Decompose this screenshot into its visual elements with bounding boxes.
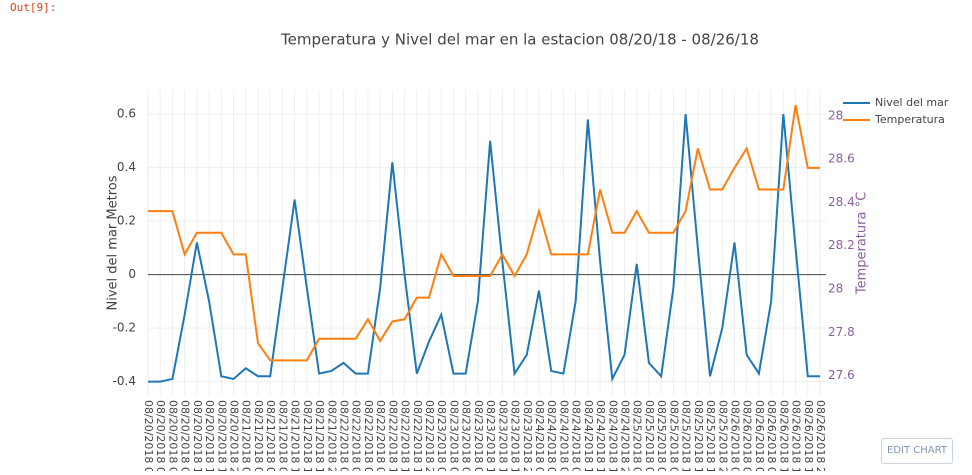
x-tick-label: 08/20/2018 18:00 (215, 400, 228, 471)
x-tick-label: 08/24/2018 00:00 (533, 400, 546, 471)
x-tick-label: 08/25/2018 00:00 (631, 400, 644, 471)
x-tick-label: 08/26/2018 15:00 (790, 400, 803, 471)
chart-title: Temperatura y Nivel del mar en la estaci… (280, 31, 759, 49)
y-tick-label: 0.2 (117, 214, 136, 228)
x-tick-label: 08/25/2018 06:00 (655, 400, 668, 471)
x-tick-label: 08/25/2018 18:00 (704, 400, 717, 471)
series-line (148, 104, 820, 362)
x-tick-label: 08/26/2018 06:00 (753, 400, 766, 471)
y-tick-label: -0.2 (113, 321, 136, 335)
x-tick-label: 08/25/2018 21:00 (716, 400, 729, 471)
x-tick-label: 08/20/2018 00:00 (142, 400, 155, 471)
x-tick-label: 08/26/2018 09:00 (765, 400, 778, 471)
x-tick-label: 08/26/2018 12:00 (777, 400, 790, 471)
x-tick-label: 08/22/2018 15:00 (399, 400, 412, 471)
y2-axis-title: Temperatura °C (855, 192, 870, 295)
x-tick-label: 08/26/2018 21:00 (814, 400, 827, 471)
x-tick-label: 08/23/2018 09:00 (472, 400, 485, 471)
y2-tick-label: 27.6 (828, 368, 855, 382)
x-tick-label: 08/23/2018 06:00 (460, 400, 473, 471)
y2-tick-label: 28.4 (828, 195, 855, 209)
x-tick-label: 08/20/2018 06:00 (166, 400, 179, 471)
x-tick-label: 08/24/2018 15:00 (594, 400, 607, 471)
x-tick-label: 08/22/2018 18:00 (411, 400, 424, 471)
x-tick-label: 08/21/2018 09:00 (276, 400, 289, 471)
x-tick-label: 08/26/2018 00:00 (728, 400, 741, 471)
x-tick-label: 08/20/2018 12:00 (191, 400, 204, 471)
x-tick-label: 08/25/2018 15:00 (692, 400, 705, 471)
x-tick-label: 08/24/2018 06:00 (557, 400, 570, 471)
x-tick-label: 08/23/2018 03:00 (447, 400, 460, 471)
x-tick-label: 08/21/2018 12:00 (289, 400, 302, 471)
y2-tick-label: 28.6 (828, 152, 855, 166)
x-tick-label: 08/26/2018 18:00 (802, 400, 815, 471)
x-tick-label: 08/24/2018 21:00 (619, 400, 632, 471)
x-tick-label: 08/23/2018 15:00 (496, 400, 509, 471)
x-tick-label: 08/25/2018 09:00 (667, 400, 680, 471)
x-tick-label: 08/21/2018 06:00 (264, 400, 277, 471)
x-tick-label: 08/22/2018 06:00 (362, 400, 375, 471)
x-tick-label: 08/25/2018 03:00 (643, 400, 656, 471)
output-prompt: Out[9]: (10, 1, 57, 14)
x-tick-label: 08/26/2018 03:00 (741, 400, 754, 471)
x-tick-label: 08/20/2018 09:00 (179, 400, 192, 471)
x-tick-label: 08/22/2018 09:00 (374, 400, 387, 471)
y-tick-label: 0 (128, 267, 136, 281)
x-tick-label: 08/25/2018 12:00 (680, 400, 693, 471)
y-axis-title: Nivel del mar Metros (106, 175, 121, 310)
y2-tick-label: 28 (828, 108, 843, 122)
x-tick-label: 08/24/2018 12:00 (582, 400, 595, 471)
x-tick-label: 08/22/2018 03:00 (350, 400, 363, 471)
x-tick-label: 08/23/2018 18:00 (509, 400, 522, 471)
x-tick-label: 08/21/2018 21:00 (325, 400, 338, 471)
x-tick-label: 08/23/2018 00:00 (435, 400, 448, 471)
y2-tick-label: 28 (828, 282, 843, 296)
y-tick-label: 0.4 (117, 160, 136, 174)
x-tick-label: 08/21/2018 18:00 (313, 400, 326, 471)
x-tick-label: 08/20/2018 21:00 (228, 400, 241, 471)
legend-label: Nivel del mar (875, 96, 949, 109)
legend-label: Temperatura (874, 113, 945, 126)
series-line (148, 113, 820, 383)
x-tick-label: 08/21/2018 15:00 (301, 400, 314, 471)
x-tick-label: 08/23/2018 21:00 (521, 400, 534, 471)
x-tick-label: 08/22/2018 12:00 (386, 400, 399, 471)
y2-tick-label: 28.2 (828, 238, 855, 252)
x-tick-label: 08/20/2018 15:00 (203, 400, 216, 471)
x-tick-label: 08/20/2018 03:00 (154, 400, 167, 471)
x-tick-label: 08/22/2018 00:00 (337, 400, 350, 471)
y-tick-label: 0.6 (117, 107, 136, 121)
x-tick-label: 08/21/2018 03:00 (252, 400, 265, 471)
x-tick-label: 08/24/2018 18:00 (606, 400, 619, 471)
x-tick-label: 08/23/2018 12:00 (484, 400, 497, 471)
y2-tick-label: 27.8 (828, 325, 855, 339)
x-tick-label: 08/22/2018 21:00 (423, 400, 436, 471)
edit-chart-button[interactable]: EDIT CHART (881, 438, 953, 464)
x-tick-label: 08/21/2018 00:00 (240, 400, 253, 471)
x-tick-label: 08/24/2018 03:00 (545, 400, 558, 471)
y-tick-label: -0.4 (113, 374, 136, 388)
x-tick-label: 08/24/2018 09:00 (570, 400, 583, 471)
